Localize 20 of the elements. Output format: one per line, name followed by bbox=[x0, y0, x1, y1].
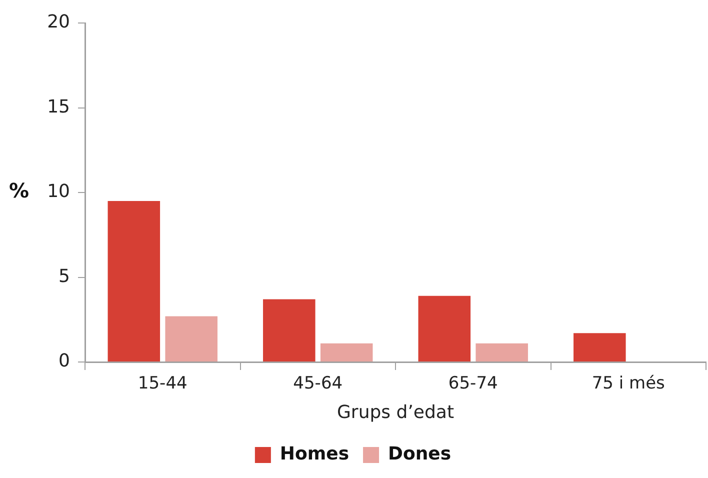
y-axis-title: % bbox=[8, 178, 30, 203]
bar bbox=[108, 200, 160, 362]
legend-label: Dones bbox=[388, 444, 452, 465]
x-tick-label: 15-44 bbox=[138, 374, 188, 394]
y-tick-label: 10 bbox=[47, 181, 70, 202]
bar bbox=[476, 343, 528, 362]
bar bbox=[574, 333, 626, 362]
bar bbox=[263, 299, 316, 362]
bar bbox=[320, 343, 373, 362]
y-tick-label: 15 bbox=[47, 96, 70, 118]
x-tick-label: 65-74 bbox=[448, 374, 498, 394]
x-tick-label: 75 i més bbox=[592, 374, 666, 394]
legend-label: Homes bbox=[280, 444, 350, 465]
y-tick-label: 5 bbox=[58, 266, 70, 287]
y-tick-label: 20 bbox=[47, 12, 70, 33]
x-tick-label: 45-64 bbox=[293, 374, 343, 394]
bar bbox=[418, 296, 471, 362]
y-tick-label: 0 bbox=[58, 350, 70, 372]
x-axis-title: Grups d’edat bbox=[336, 402, 454, 423]
bar bbox=[165, 316, 218, 362]
